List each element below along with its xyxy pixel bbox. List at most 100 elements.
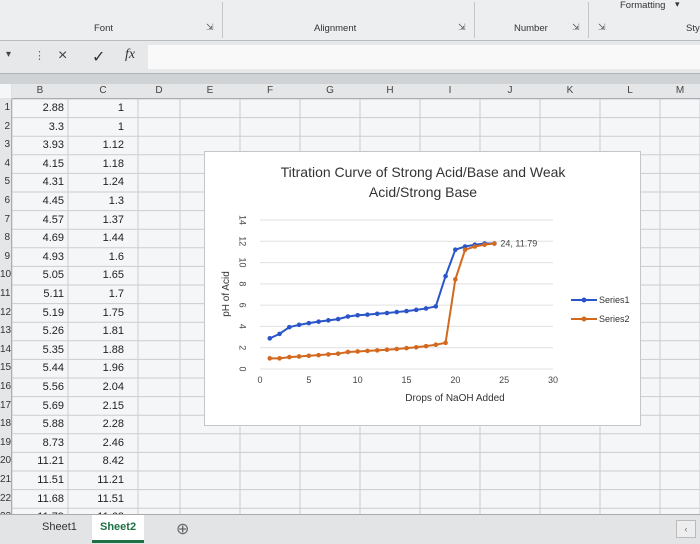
cell-c[interactable]: 1 <box>117 120 124 133</box>
column-header[interactable]: L <box>600 84 660 99</box>
cell-c[interactable]: 1.75 <box>102 306 124 319</box>
cell-c[interactable]: 1.37 <box>102 213 124 226</box>
styles-dialog-launcher-icon[interactable]: ⇲ <box>598 22 606 32</box>
cell-b[interactable]: 11.68 <box>37 492 64 505</box>
cell-c[interactable]: 1.24 <box>102 176 124 189</box>
cell-c[interactable]: 1.7 <box>108 288 124 300</box>
cell-b[interactable]: 5.56 <box>42 381 64 393</box>
cell-b[interactable]: 5.11 <box>43 288 64 300</box>
cell-c[interactable]: 1.6 <box>108 250 124 263</box>
cell-c[interactable]: 1.12 <box>102 139 124 152</box>
series-point-1 <box>462 244 468 249</box>
alignment-dialog-launcher-icon[interactable]: ⇲ <box>458 22 466 32</box>
add-sheet-icon[interactable]: ⊕ <box>176 521 190 538</box>
name-box-dropdown-icon[interactable]: ▾ <box>6 49 12 60</box>
column-header[interactable]: J <box>480 84 540 99</box>
column-header[interactable]: D <box>138 84 180 99</box>
cell-b[interactable]: 11.51 <box>37 474 64 486</box>
cell-c[interactable]: 1.18 <box>102 157 124 170</box>
conditional-formatting-button[interactable]: Formatting <box>620 0 666 11</box>
row-header[interactable]: 5 <box>0 173 12 192</box>
column-header[interactable]: K <box>540 84 600 99</box>
sheet-tab-sheet2[interactable]: Sheet2 <box>100 521 137 533</box>
row-header[interactable]: 16 <box>0 378 12 397</box>
font-dialog-launcher-icon[interactable]: ⇲ <box>206 22 214 32</box>
cell-b[interactable]: 4.93 <box>42 250 64 263</box>
column-header[interactable]: B <box>12 84 68 99</box>
sheet-tab-sheet1[interactable]: Sheet1 <box>42 521 77 533</box>
cell-b[interactable]: 3.3 <box>48 120 64 133</box>
row-header[interactable]: 14 <box>0 340 12 360</box>
row-header[interactable]: 13 <box>0 322 12 341</box>
cell-c[interactable]: 2.04 <box>102 381 124 393</box>
column-header[interactable]: H <box>360 84 420 99</box>
cell-b[interactable]: 5.88 <box>42 418 64 431</box>
cell-b[interactable]: 4.69 <box>42 232 64 245</box>
cell-c[interactable]: 1.65 <box>102 269 124 282</box>
y-tick-label: 4 <box>238 324 248 329</box>
cell-b[interactable]: 5.05 <box>42 269 64 282</box>
column-header[interactable]: G <box>300 84 360 99</box>
cell-c[interactable]: 2.28 <box>102 418 124 431</box>
cell-c[interactable]: 2.46 <box>102 436 124 449</box>
row-header[interactable]: 11 <box>0 285 12 304</box>
cell-c[interactable]: 1 <box>117 102 124 114</box>
cell-b[interactable]: 5.26 <box>42 325 64 338</box>
cancel-icon[interactable]: × <box>58 47 68 64</box>
row-header[interactable]: 21 <box>0 471 12 490</box>
formatting-dropdown-icon[interactable]: ▾ <box>675 0 680 9</box>
cell-c[interactable]: 1.3 <box>108 195 124 207</box>
row-header[interactable]: 8 <box>0 229 12 248</box>
row-header[interactable]: 20 <box>0 452 12 471</box>
row-header[interactable]: 15 <box>0 359 12 378</box>
cell-b[interactable]: 5.19 <box>42 306 64 319</box>
cell-b[interactable]: 5.44 <box>42 362 64 375</box>
column-header[interactable]: M <box>660 84 700 99</box>
scroll-left-icon[interactable]: ‹ <box>676 520 696 538</box>
cell-b[interactable]: 3.93 <box>42 139 64 152</box>
row-header[interactable]: 6 <box>0 192 12 211</box>
cell-c[interactable]: 11.21 <box>97 474 124 486</box>
row-header[interactable]: 22 <box>0 489 12 509</box>
column-header[interactable]: F <box>240 84 300 99</box>
cell-c[interactable]: 1.81 <box>102 325 124 338</box>
cell-c[interactable]: 11.51 <box>97 492 124 505</box>
column-header[interactable]: C <box>68 84 138 99</box>
cell-b[interactable]: 4.15 <box>42 157 64 170</box>
sheet-tab-active-bg <box>92 515 144 543</box>
enter-check-icon[interactable]: ✓ <box>92 49 106 66</box>
row-header[interactable]: 18 <box>0 415 12 434</box>
series-point-1 <box>404 308 409 314</box>
cell-c[interactable]: 2.15 <box>102 399 124 412</box>
cell-b[interactable]: 4.31 <box>42 176 64 189</box>
cell-b[interactable]: 8.73 <box>42 436 64 449</box>
formula-input[interactable] <box>148 45 700 69</box>
chart-area[interactable]: Titration Curve of Strong Acid/Base and … <box>204 151 641 426</box>
row-header[interactable]: 7 <box>0 210 12 230</box>
row-header[interactable]: 9 <box>0 247 12 267</box>
cell-b[interactable]: 5.69 <box>42 399 64 412</box>
row-header[interactable]: 12 <box>0 303 12 323</box>
insert-function-icon[interactable]: fx <box>125 47 136 62</box>
row-header[interactable]: 2 <box>0 117 12 137</box>
series-line-1 <box>269 242 495 340</box>
cell-c[interactable]: 1.88 <box>102 343 124 356</box>
cell-b[interactable]: 5.35 <box>42 343 64 356</box>
row-header[interactable]: 10 <box>0 266 12 285</box>
row-header[interactable]: 19 <box>0 433 12 453</box>
cell-b[interactable]: 11.21 <box>37 455 64 468</box>
cell-c[interactable]: 1.96 <box>102 362 124 375</box>
column-header[interactable]: I <box>420 84 480 99</box>
row-header[interactable]: 1 <box>0 99 12 118</box>
cell-c[interactable]: 1.44 <box>102 232 124 245</box>
column-header[interactable]: E <box>180 84 240 99</box>
cell-b[interactable]: 4.57 <box>42 213 64 226</box>
series-point-2 <box>394 346 400 352</box>
cell-b[interactable]: 4.45 <box>42 195 64 207</box>
row-header[interactable]: 3 <box>0 136 12 155</box>
row-header[interactable]: 4 <box>0 154 12 174</box>
row-header[interactable]: 17 <box>0 396 12 416</box>
cell-c[interactable]: 8.42 <box>102 455 124 468</box>
cell-b[interactable]: 2.88 <box>42 102 64 114</box>
number-dialog-launcher-icon[interactable]: ⇲ <box>572 22 580 32</box>
